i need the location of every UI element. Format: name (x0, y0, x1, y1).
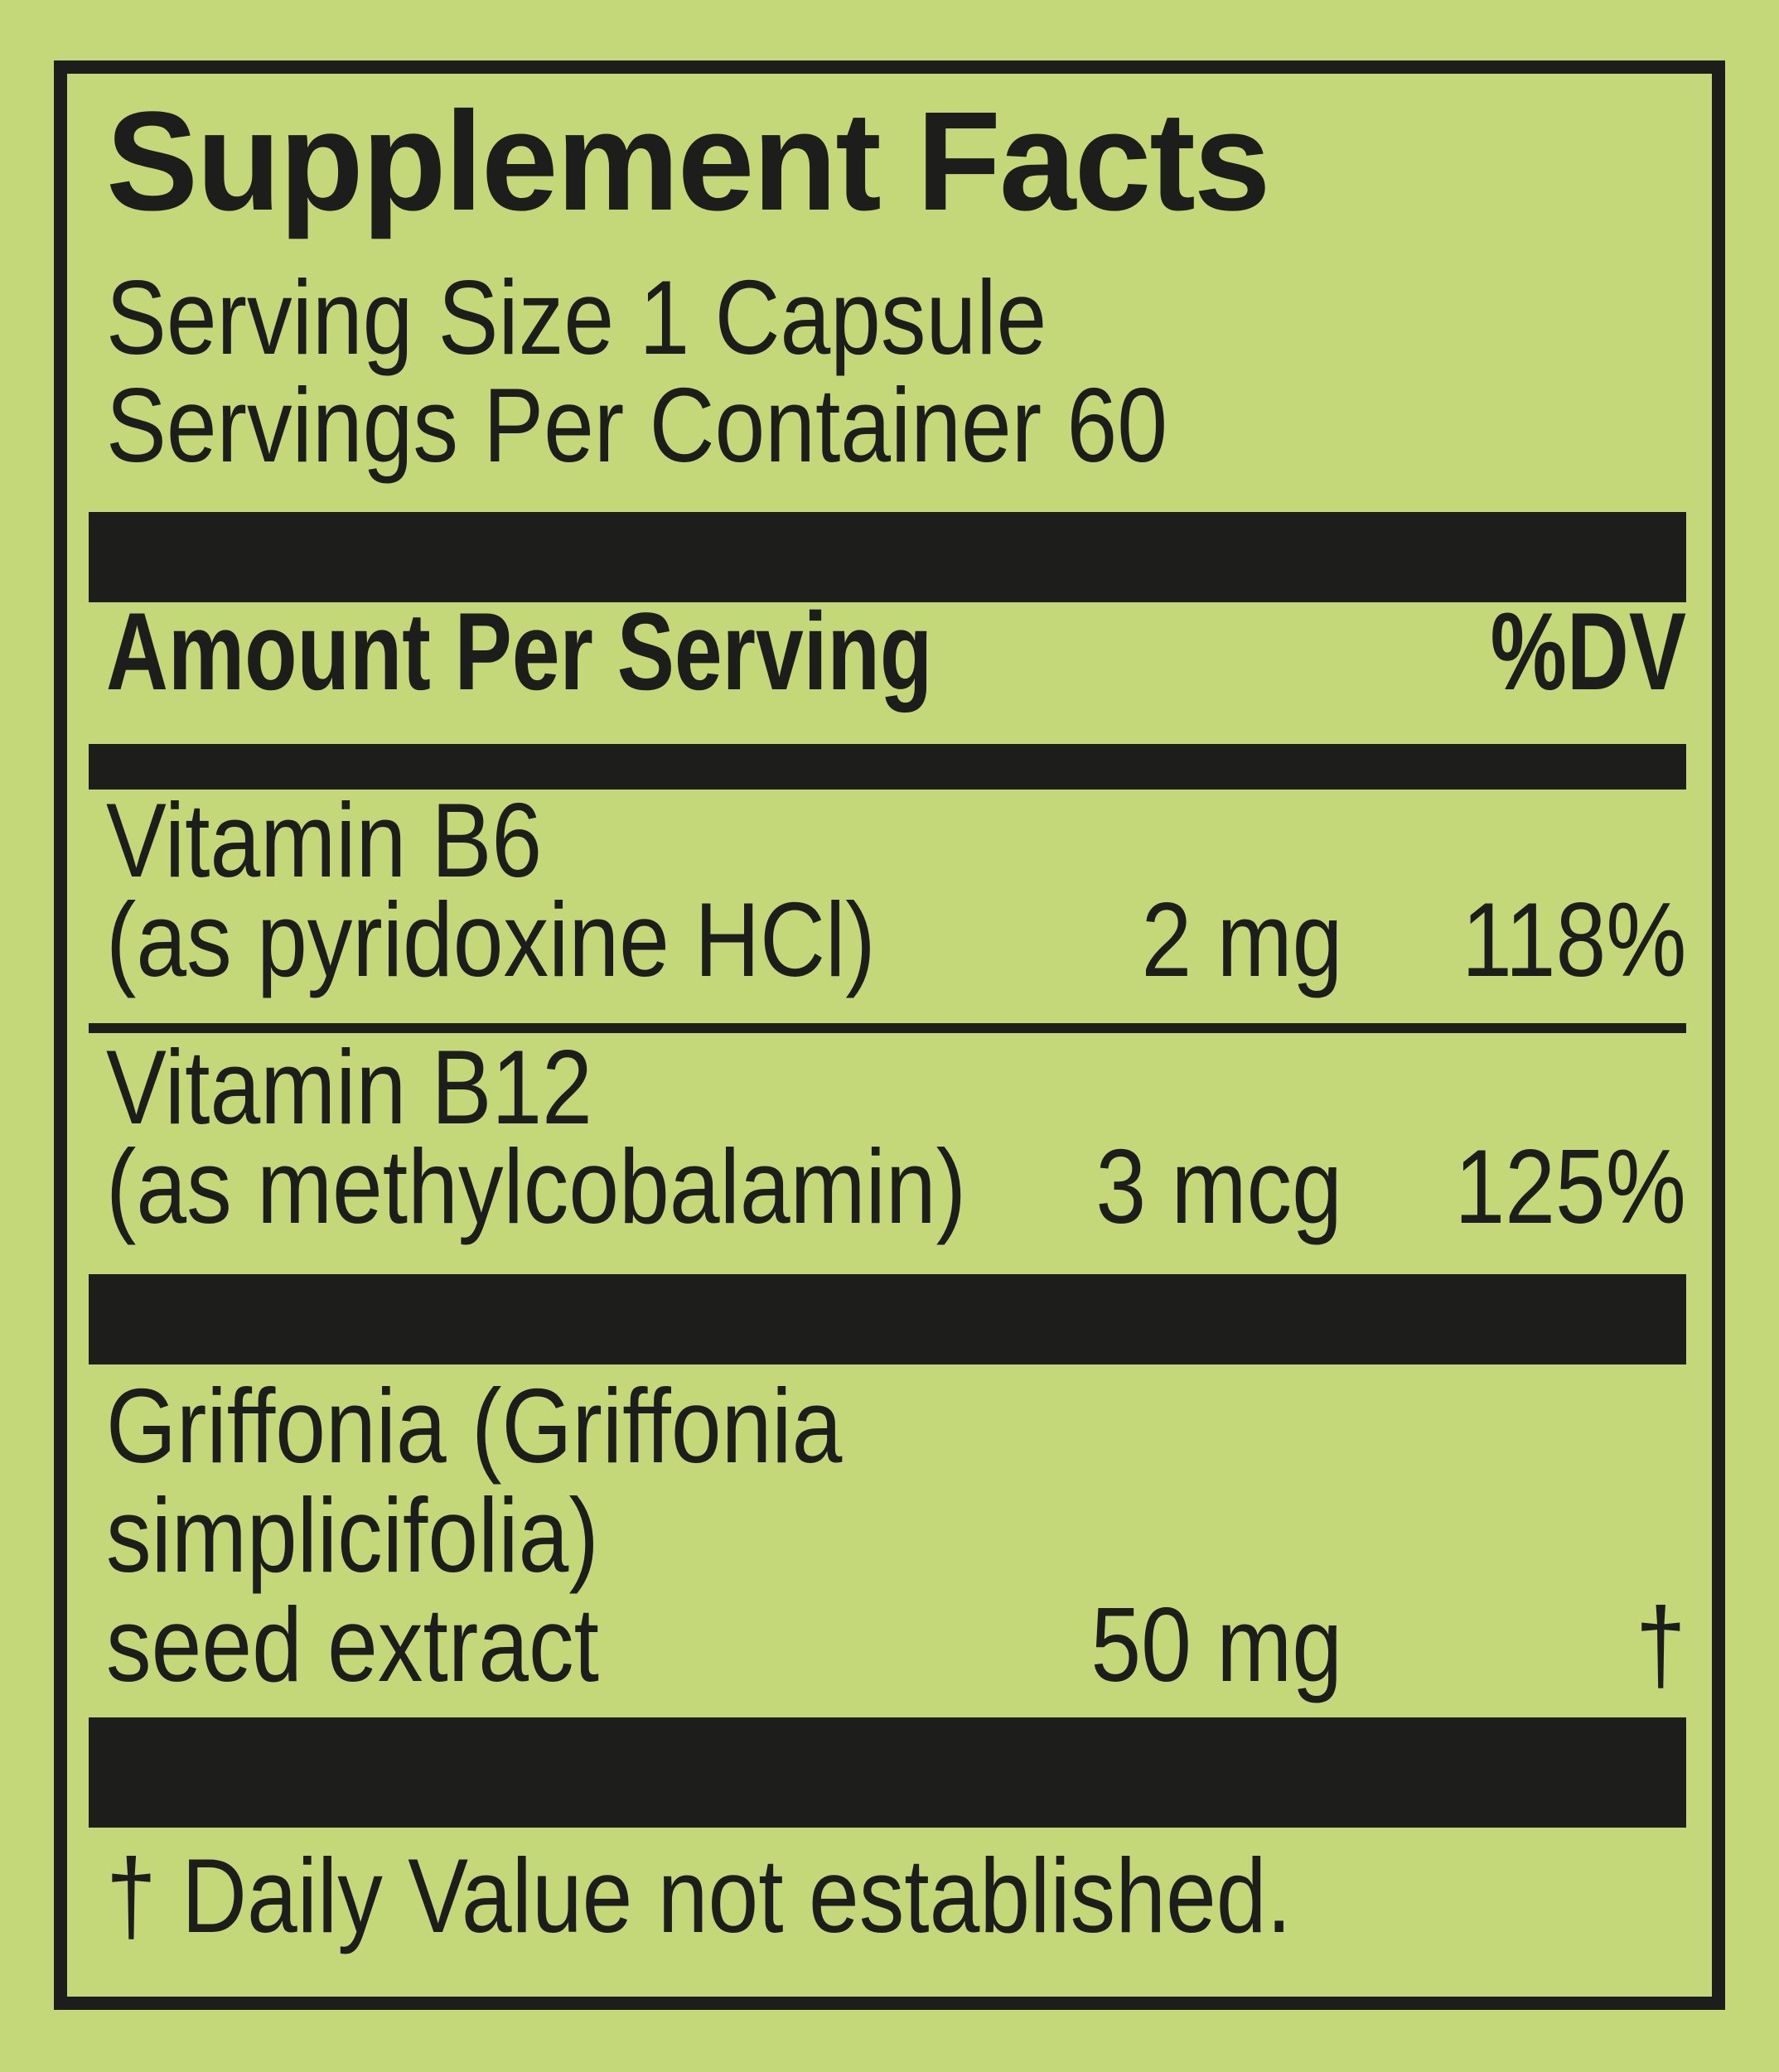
separator-bar-medium (89, 744, 1686, 790)
row-griffonia: Griffonia (Griffonia simplicifolia) seed… (89, 1371, 1686, 1699)
ingredient-latin-name: simplicifolia) (106, 1476, 599, 1594)
ingredient-dv: 118% (1461, 881, 1686, 998)
ingredient-part: seed extract (106, 1586, 599, 1703)
ingredient-name: Griffonia (Griffonia (106, 1367, 843, 1485)
ingredient-form: (as pyridoxine HCl) (106, 881, 876, 998)
panel-title: Supplement Facts (106, 83, 1271, 240)
separator-rule-thin (89, 1023, 1686, 1033)
separator-bar-thick (89, 1717, 1686, 1828)
panel-content: Supplement Facts Serving Size 1 Capsule … (89, 74, 1686, 1997)
ingredient-name: Vitamin B12 (106, 1028, 592, 1146)
row-vitamin-b6: Vitamin B6 (as pyridoxine HCl) 2 mg 118% (89, 781, 1686, 998)
dagger-symbol: † (1636, 1586, 1686, 1703)
ingredient-name: Vitamin B6 (106, 781, 543, 899)
serving-info: Serving Size 1 Capsule Servings Per Cont… (89, 263, 1686, 479)
ingredient-dv: 125% (1454, 1128, 1686, 1245)
servings-per-container: Servings Per Container 60 (106, 366, 1167, 484)
dv-header: %DV (1490, 591, 1686, 713)
title-block: Supplement Facts (89, 91, 1686, 232)
footnote-block: † Daily Value not established. (89, 1843, 1686, 1949)
serving-size: Serving Size 1 Capsule (106, 258, 1047, 376)
amount-per-serving-header: Amount Per Serving (106, 591, 933, 713)
daily-value-footnote: † Daily Value not established. (106, 1837, 1292, 1954)
ingredient-form: (as methylcobalamin) (106, 1128, 966, 1245)
separator-bar-thick (89, 1274, 1686, 1364)
panel-border: Supplement Facts Serving Size 1 Capsule … (54, 60, 1725, 2010)
separator-bar-thick (89, 512, 1686, 602)
ingredient-amount: 3 mcg (1095, 1128, 1342, 1245)
ingredient-amount: 2 mg (1141, 881, 1342, 998)
row-vitamin-b12: Vitamin B12 (as methylcobalamin) 3 mcg 1… (89, 1028, 1686, 1245)
ingredient-amount: 50 mg (1090, 1586, 1342, 1703)
column-header-row: Amount Per Serving %DV (89, 597, 1686, 708)
